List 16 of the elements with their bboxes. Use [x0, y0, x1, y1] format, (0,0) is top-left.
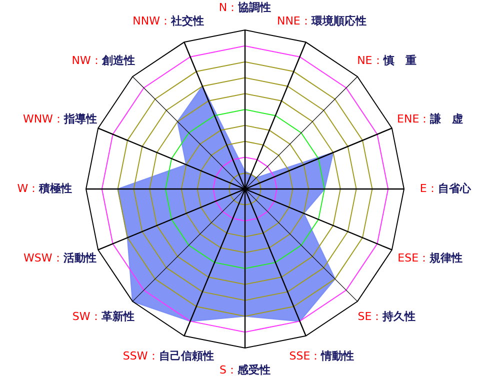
spoke-label: SSW：自己信頼性 — [122, 349, 214, 362]
spoke-label: WSW：活動性 — [24, 251, 96, 264]
spoke-label: SSE：情動性 — [289, 349, 354, 362]
spoke-label: NNW：社交性 — [132, 14, 204, 28]
spoke-label: N：協調性 — [218, 0, 272, 14]
spoke-label: W：積極性 — [17, 182, 72, 196]
spoke-label: SE：持久性 — [358, 310, 416, 324]
spoke-label: SW：革新性 — [72, 310, 134, 324]
spoke-label: WNW：指導性 — [22, 112, 97, 126]
spoke-label: E：自省心 — [420, 182, 472, 196]
spoke-label: NW：創造性 — [72, 54, 135, 67]
spoke-label: NE：慎 重 — [357, 54, 416, 67]
spoke-label: NNE：環境順応性 — [276, 14, 366, 28]
spoke-label: S：感受性 — [220, 363, 271, 376]
spoke-label: ESE：規律性 — [398, 251, 463, 264]
spoke-label: ENE：謙 虚 — [397, 112, 464, 126]
